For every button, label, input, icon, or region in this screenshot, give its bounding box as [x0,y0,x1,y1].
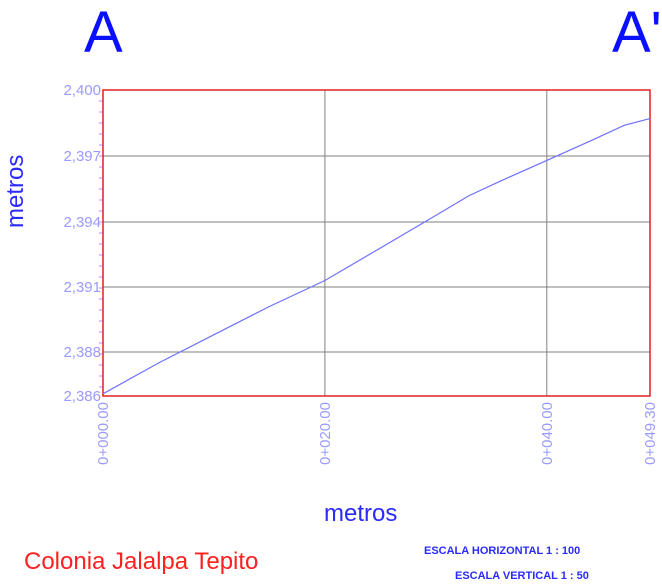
section-end-label: A' [612,0,662,65]
y-tick-label: 2,386 [63,388,101,405]
profile-line [102,118,651,395]
y-tick-label: 2,400 [63,82,101,99]
y-tick-label: 2,394 [63,214,101,231]
x-tick-label: 0+020.00 [317,402,334,465]
horizontal-scale-note: ESCALA HORIZONTAL 1 : 100 [424,545,581,557]
y-axis-title: metros [2,154,29,228]
x-tick-label: 0+040.00 [539,402,556,465]
y-tick-label: 2,388 [63,344,101,361]
plot-frame [102,89,651,397]
y-tick-label: 2,397 [63,148,101,165]
x-axis-title: metros [324,500,398,527]
y-tick-label: 2,391 [63,279,101,296]
vertical-scale-note: ESCALA VERTICAL 1 : 50 [455,570,589,582]
x-tick-label: 0+049.30 [642,402,659,465]
place-name: Colonia Jalalpa Tepito [24,548,259,575]
section-start-label: A [84,0,123,65]
x-tick-label: 0+000.00 [95,402,112,465]
